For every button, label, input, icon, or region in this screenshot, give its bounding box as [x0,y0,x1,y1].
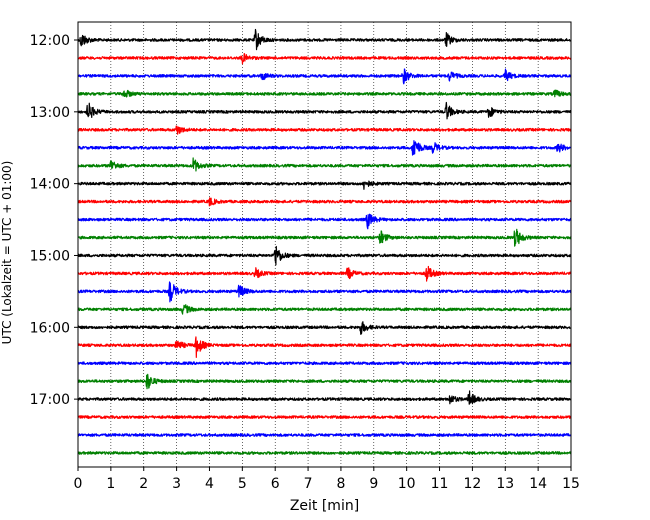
trace-line [77,304,572,315]
y-tick-label: 16:00 [30,320,70,336]
trace-line [77,28,572,51]
y-tick-label: 13:00 [30,105,70,121]
x-tick-label: 4 [205,476,214,492]
x-tick-label: 15 [562,476,580,492]
y-tick-label: 17:00 [30,392,70,408]
seismic-traces [77,28,572,455]
trace-line [77,89,572,98]
y-axis-ticks: 12:00 13:00 14:00 15:00 16:00 17:00 [30,33,78,408]
trace-line [77,68,572,85]
x-axis-ticks: 0 1 2 3 4 5 6 7 8 9 10 11 12 13 14 15 [74,467,580,492]
x-tick-label: 6 [271,476,280,492]
trace-line [77,433,572,437]
x-axis-label: Zeit [min] [290,498,359,514]
trace-line [77,321,572,335]
trace-line [77,281,572,303]
y-tick-label: 15:00 [30,248,70,264]
y-axis-label: UTC (Lokalzeit = UTC + 01:00) [0,161,14,345]
trace-line [77,415,572,419]
y-tick-label: 14:00 [30,177,70,193]
trace-line [77,157,572,172]
trace-line [77,265,572,282]
trace-line [77,228,572,247]
trace-line [77,373,572,390]
trace-line [77,53,572,65]
trace-line [77,451,572,455]
trace-line [77,245,572,266]
trace-line [77,197,572,207]
y-tick-label: 12:00 [30,33,70,49]
trace-line [77,101,572,120]
x-tick-label: 5 [238,476,247,492]
x-tick-label: 7 [304,476,313,492]
x-tick-label: 9 [369,476,378,492]
trace-line [77,390,572,405]
x-tick-label: 12 [463,476,481,492]
x-tick-label: 3 [172,476,181,492]
plot-frame [77,21,572,468]
x-tick-label: 0 [74,476,83,492]
trace-line [77,336,572,358]
trace-line [77,361,572,366]
trace-line [77,125,572,135]
x-tick-label: 10 [398,476,416,492]
x-tick-label: 1 [106,476,115,492]
x-tick-label: 2 [139,476,148,492]
x-tick-label: 13 [496,476,514,492]
x-tick-label: 8 [336,476,345,492]
x-tick-label: 11 [431,476,449,492]
trace-line [77,213,572,230]
x-tick-label: 14 [529,476,547,492]
grid-lines [110,22,539,467]
trace-line [77,180,572,190]
trace-line [77,140,572,156]
